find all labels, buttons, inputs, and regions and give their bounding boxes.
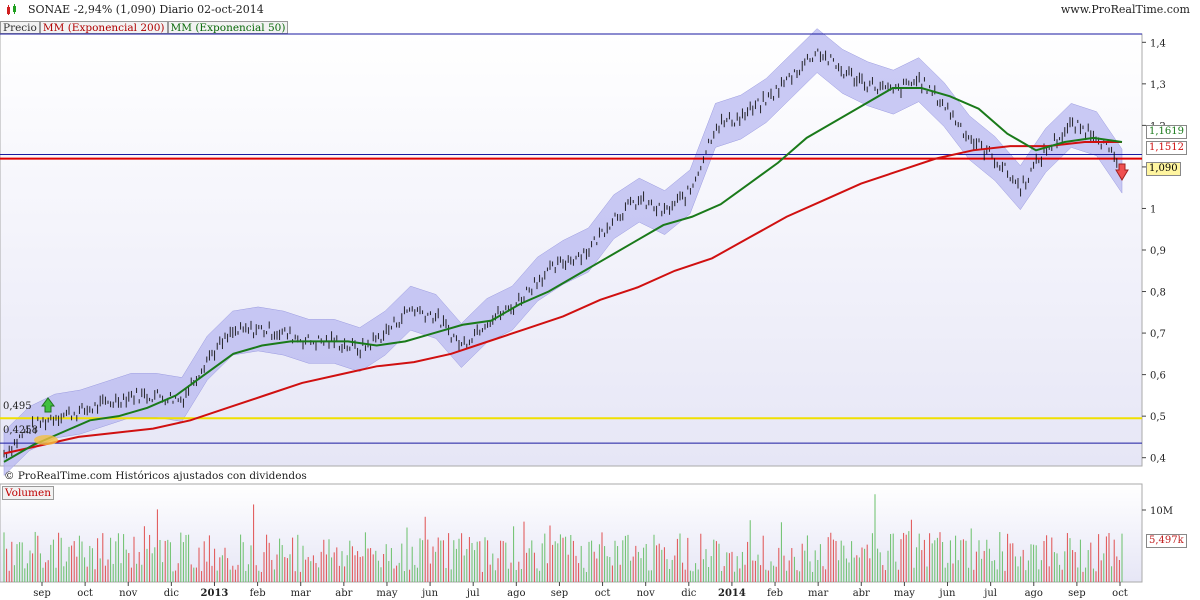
y-tick-label: 0,4 [1150,454,1166,465]
x-tick-label: mar [808,588,828,599]
x-tick-label: 2013 [201,588,229,599]
ma50-line [3,87,1123,463]
x-tick-label: ago [507,588,525,599]
y-tick-label: 0,8 [1150,288,1166,299]
x-tick-label: jul [466,588,480,599]
x-tick-label: feb [250,588,266,599]
legend-ma50[interactable]: MM (Exponencial 50) [167,21,289,34]
indicator-legend: Precio MM (Exponencial 200) MM (Exponenc… [0,21,289,34]
x-tick-label: jun [939,588,957,599]
copyright-note: © ProRealTime.com Históricos ajustados c… [4,470,307,482]
y-tick-label: 0,7 [1150,329,1166,340]
y-tick-label: 0,5 [1150,412,1166,423]
x-tick-label: oct [77,588,93,599]
header-bar: SONAE -2,94% (1,090) Diario 02-oct-2014 … [0,0,1200,20]
x-tick-label: abr [335,588,352,599]
ma200-line [3,141,1122,455]
volume-tick-label: 10M [1150,506,1173,517]
y-tick-label: 1 [1150,204,1156,215]
x-tick-label: jun [421,588,439,599]
x-tick-label: 2014 [718,588,746,599]
ma200-value-pill: 1,1512 [1146,141,1187,155]
x-tick-label: oct [1112,588,1128,599]
left-4258-label: 0,4258 [3,425,38,436]
x-tick-label: jul [983,588,997,599]
left-495-label: 0,495 [3,401,32,412]
ma50-value-pill: 1,1619 [1146,125,1187,139]
chart-title: SONAE -2,94% (1,090) Diario 02-oct-2014 [28,3,264,16]
close-value-pill: 1,090 [1146,162,1181,176]
candlestick-icon [7,4,16,15]
x-tick-label: sep [551,588,568,599]
x-tick-label: oct [595,588,611,599]
y-tick-label: 1,3 [1150,80,1166,91]
x-tick-label: may [894,588,915,599]
x-tick-label: ago [1025,588,1043,599]
highlight-marker [34,435,58,445]
site-link[interactable]: www.ProRealTime.com [1060,3,1190,16]
volatility-band [3,28,1123,477]
x-tick-label: sep [1068,588,1085,599]
x-tick-label: dic [681,588,697,599]
x-tick-label: sep [33,588,50,599]
x-tick-label: nov [119,588,137,599]
x-tick-label: nov [637,588,655,599]
volume-value-pill: 5,497k [1146,534,1187,548]
y-tick-label: 0,6 [1150,371,1166,382]
x-tick-label: feb [767,588,783,599]
x-tick-label: mar [291,588,311,599]
x-tick-label: may [376,588,397,599]
buy-arrow-icon [41,397,55,413]
y-tick-label: 1,4 [1150,38,1166,49]
y-tick-label: 0,9 [1150,246,1166,257]
x-tick-label: dic [164,588,180,599]
volume-legend[interactable]: Volumen [2,486,54,500]
x-tick-label: abr [853,588,870,599]
sell-arrow-icon [1115,163,1129,181]
